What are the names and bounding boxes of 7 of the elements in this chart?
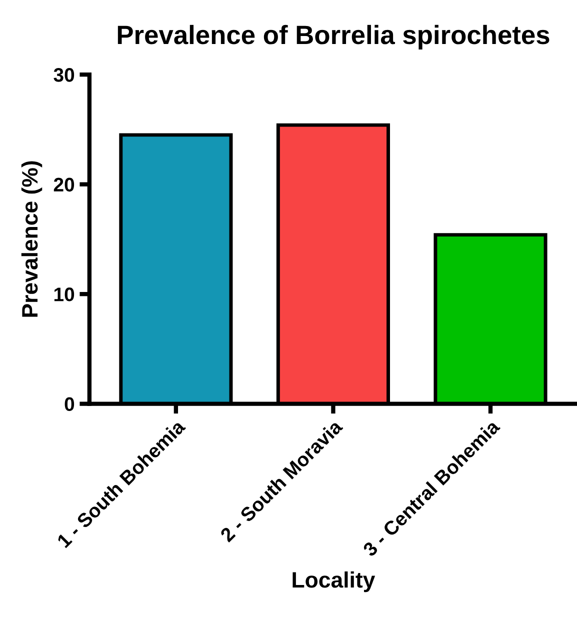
y-tick-label: 30 [54, 68, 74, 82]
chart-title: Prevalence of Borrelia spirochetes [118, 24, 550, 50]
y-tick-label: 0 [64, 397, 74, 412]
x-axis-title: Locality [292, 571, 376, 592]
y-tick-label: 10 [54, 288, 74, 302]
y-tick-label: 20 [54, 178, 74, 192]
y-axis-title: Prevalence (%) [21, 161, 42, 317]
